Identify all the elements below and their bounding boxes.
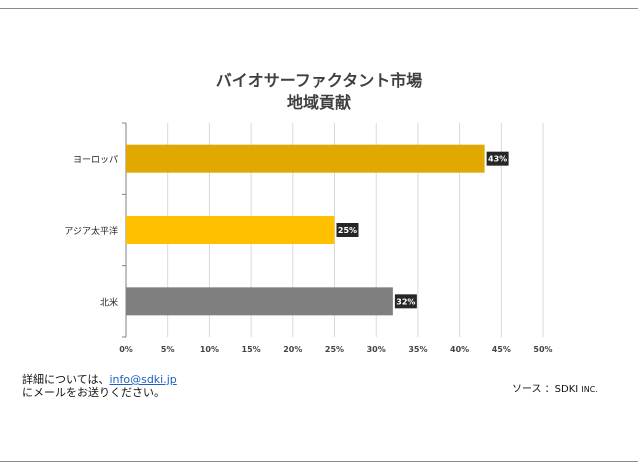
data-label-box (336, 223, 359, 237)
source-label: ソース ：SDKI (512, 384, 579, 395)
bottom-divider (0, 461, 638, 462)
data-label-box (394, 294, 417, 309)
top-divider (0, 8, 638, 9)
x-tick-label: 10% (200, 345, 219, 354)
bar (126, 216, 335, 244)
bar (126, 144, 485, 173)
chart-title: バイオサーファクタント市場 (215, 71, 423, 90)
chart-subtitle: 地域貢献 (286, 93, 351, 112)
contact-note: 詳細については、info@sdki.jp にメールをお送りください。 (22, 373, 177, 399)
category-label: 北米 (100, 296, 118, 308)
data-label: 25% (338, 226, 357, 235)
email-link[interactable]: info@sdki.jp (109, 373, 177, 386)
x-tick-label: 25% (325, 345, 344, 354)
data-label: 43% (488, 155, 507, 164)
x-tick-label: 35% (408, 345, 427, 354)
x-tick-label: 45% (492, 345, 511, 354)
x-tick-label: 5% (161, 345, 175, 354)
category-label: アジア太平洋 (64, 225, 118, 237)
x-tick-label: 0% (119, 345, 133, 354)
data-label: 32% (396, 297, 415, 306)
x-tick-label: 50% (533, 345, 552, 354)
contact-text: 詳細については、 (22, 373, 110, 386)
x-tick-label: 30% (367, 345, 386, 354)
x-tick-label: 15% (242, 345, 261, 354)
contact-text-2: にメールをお送りください。 (22, 386, 165, 399)
source-note: ソース ：SDKI INC. (512, 380, 598, 395)
data-label-box (486, 151, 509, 166)
source-inc: INC. (581, 385, 598, 394)
category-label: ヨーロッパ (73, 155, 118, 166)
x-tick-label: 20% (283, 345, 302, 354)
bar (126, 287, 393, 316)
x-tick-label: 40% (450, 345, 469, 354)
